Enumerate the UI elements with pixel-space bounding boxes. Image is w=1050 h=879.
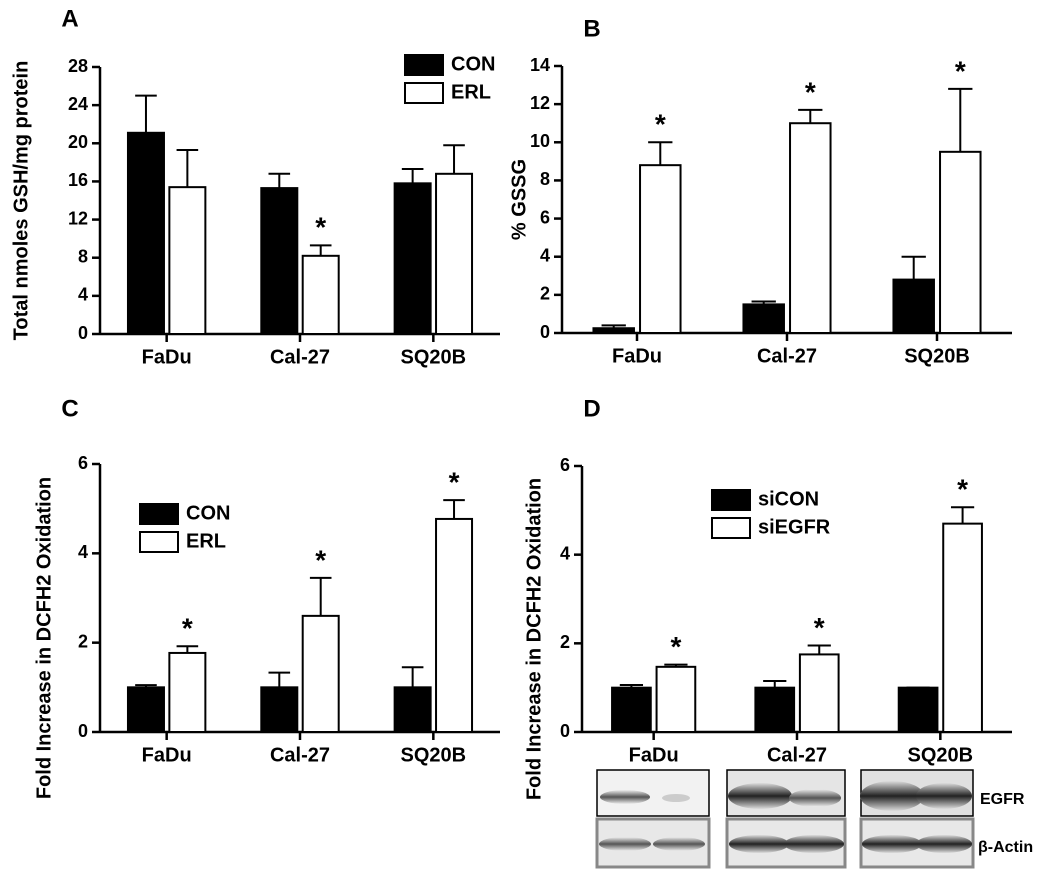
legend-swatch — [711, 489, 751, 511]
y-axis-label: Fold Increase in DCFH2 Oxidation — [33, 477, 55, 799]
significance-mark: * — [670, 631, 681, 662]
significance-mark: * — [957, 474, 968, 505]
bar — [897, 686, 939, 734]
x-tick-label: SQ20B — [904, 345, 970, 367]
legend-swatch — [404, 82, 444, 104]
y-tick-label: 0 — [78, 323, 88, 343]
bar — [435, 172, 474, 335]
significance-mark: * — [814, 612, 825, 643]
significance-mark: * — [449, 467, 460, 498]
bar — [892, 278, 935, 335]
legend-swatch — [711, 517, 751, 539]
bar — [260, 187, 299, 335]
y-tick-label: 16 — [68, 170, 88, 190]
bar — [611, 686, 652, 734]
significance-mark: * — [955, 55, 966, 86]
bar — [939, 150, 982, 334]
legend-label: siEGFR — [758, 516, 831, 538]
x-tick-label: FaDu — [629, 744, 679, 766]
bar — [435, 517, 474, 733]
y-tick-label: 12 — [530, 93, 550, 113]
x-tick-label: Cal-27 — [757, 345, 817, 367]
y-tick-label: 12 — [68, 208, 88, 228]
x-tick-label: Cal-27 — [270, 346, 330, 368]
bar — [942, 522, 983, 734]
y-tick-label: 10 — [530, 131, 550, 151]
y-tick-label: 2 — [78, 631, 88, 651]
bar — [126, 686, 165, 733]
panel-letter: C — [61, 395, 78, 422]
y-tick-label: 28 — [68, 56, 88, 76]
legend-swatch — [404, 54, 444, 76]
bar — [393, 686, 432, 733]
panel-letter: D — [583, 395, 600, 422]
x-tick-label: Cal-27 — [270, 744, 330, 766]
y-tick-label: 2 — [540, 284, 550, 304]
bar — [754, 686, 796, 734]
y-tick-label: 0 — [78, 721, 88, 741]
significance-mark: * — [655, 109, 666, 140]
y-tick-label: 2 — [560, 632, 570, 652]
bar — [798, 653, 840, 734]
legend-swatch — [139, 531, 179, 553]
y-tick-label: 20 — [68, 132, 88, 152]
y-tick-label: 4 — [560, 543, 570, 563]
legend-label: CON — [186, 502, 230, 524]
bar — [168, 651, 207, 733]
x-tick-label: SQ20B — [401, 744, 467, 766]
x-tick-label: FaDu — [142, 744, 192, 766]
blot-label: EGFR — [980, 791, 1025, 808]
x-tick-label: Cal-27 — [767, 744, 827, 766]
y-tick-label: 4 — [540, 245, 550, 265]
y-tick-label: 6 — [540, 207, 550, 227]
bar — [742, 303, 785, 334]
bar — [168, 186, 207, 335]
y-tick-label: 4 — [78, 542, 88, 562]
y-tick-label: 24 — [68, 94, 88, 114]
y-tick-label: 6 — [78, 453, 88, 473]
significance-mark: * — [315, 212, 326, 243]
legend-label: ERL — [451, 81, 491, 103]
panel-letter: B — [583, 15, 600, 42]
x-tick-label: SQ20B — [401, 346, 467, 368]
y-tick-label: 0 — [540, 322, 550, 342]
y-tick-label: 8 — [540, 169, 550, 189]
significance-mark: * — [315, 544, 326, 575]
y-axis-label: Fold Increase in DCFH2 Oxidation — [523, 478, 545, 800]
legend-swatch — [139, 503, 179, 525]
y-tick-label: 0 — [560, 721, 570, 741]
x-tick-label: SQ20B — [908, 744, 974, 766]
bar — [789, 122, 832, 335]
y-tick-label: 6 — [560, 455, 570, 475]
significance-mark: * — [182, 613, 193, 644]
y-tick-label: 4 — [78, 285, 88, 305]
blot-label: β-Actin — [978, 839, 1033, 856]
significance-mark: * — [805, 76, 816, 107]
bar — [655, 665, 697, 734]
bar — [301, 614, 340, 733]
legend-label: siCON — [758, 488, 819, 510]
y-axis-label: % GSSG — [508, 159, 530, 240]
y-axis-label: Total nmoles GSH/mg protein — [10, 61, 32, 341]
panel-letter: A — [61, 5, 78, 32]
x-tick-label: FaDu — [612, 345, 662, 367]
bar — [260, 686, 299, 733]
x-tick-label: FaDu — [142, 346, 192, 368]
bar — [301, 254, 340, 335]
bar — [639, 164, 682, 334]
bar — [592, 327, 635, 335]
legend-label: ERL — [186, 530, 226, 552]
y-tick-label: 14 — [530, 55, 550, 75]
western-blot — [595, 769, 975, 869]
bar — [126, 131, 165, 335]
y-tick-label: 8 — [78, 246, 88, 266]
bar — [393, 182, 432, 335]
legend-label: CON — [451, 53, 495, 75]
